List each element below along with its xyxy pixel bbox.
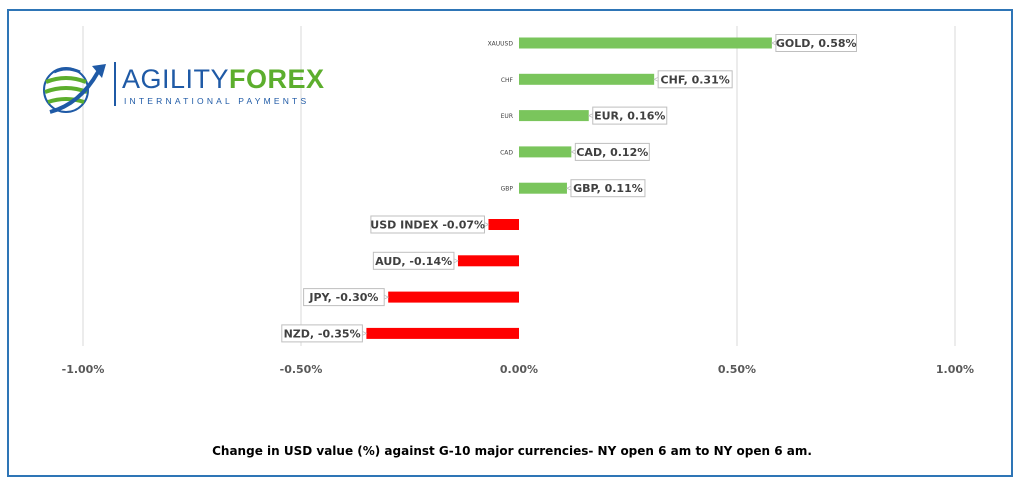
globe-arrow-icon	[43, 64, 106, 114]
data-label-box	[574, 142, 650, 161]
bar	[519, 110, 589, 122]
chart-caption: Change in USD value (%) against G-10 maj…	[212, 444, 812, 458]
chart-frame	[7, 9, 1013, 477]
data-label-box	[372, 251, 455, 270]
x-tick-label: 1.00%	[936, 363, 974, 376]
y-category-label: GBP	[501, 186, 514, 193]
x-tick-label: -1.00%	[62, 363, 105, 376]
data-label-box	[775, 34, 857, 52]
data-label: AUD, -0.14%	[375, 255, 452, 268]
brand-tagline: INTERNATIONAL PAYMENTS	[124, 96, 310, 106]
data-label: CHF, 0.31%	[661, 73, 730, 86]
y-category-label: CHF	[501, 77, 514, 84]
y-category-label: CAD	[500, 149, 513, 156]
data-label: GBP, 0.11%	[573, 182, 643, 195]
data-label: GOLD, 0.58%	[776, 37, 857, 50]
data-label-box	[370, 215, 485, 234]
x-tick-label: 0.00%	[500, 363, 538, 376]
data-label-box	[303, 288, 385, 307]
data-label: NZD, -0.35%	[284, 327, 361, 340]
bar	[366, 327, 519, 339]
data-label: EUR, 0.16%	[594, 110, 665, 123]
data-label: JPY, -0.30%	[308, 291, 378, 304]
data-label-box	[570, 179, 646, 198]
bar	[519, 182, 567, 194]
y-category-label: XAUUSD	[488, 41, 514, 48]
bar	[388, 291, 519, 303]
data-label: CAD, 0.12%	[576, 146, 648, 159]
brand-name-part2: FOREX	[229, 64, 325, 94]
brand-name-part1: AGILITY	[122, 64, 230, 94]
bar	[519, 37, 772, 49]
bar	[519, 146, 572, 158]
agility-forex-logo: AGILITYFOREX INTERNATIONAL PAYMENTS	[40, 54, 324, 120]
x-tick-label: 0.50%	[718, 363, 756, 376]
data-label-box	[281, 324, 363, 343]
logo-divider	[114, 62, 116, 106]
y-category-label: EUR	[501, 113, 513, 120]
bar	[519, 73, 655, 85]
data-label-box	[657, 70, 733, 89]
data-label: USD INDEX -0.07%	[370, 219, 485, 232]
x-tick-label: -0.50%	[280, 363, 323, 376]
bar	[457, 255, 519, 267]
data-label-box	[592, 106, 668, 125]
bar	[488, 219, 519, 230]
brand-name: AGILITYFOREX	[122, 64, 325, 95]
